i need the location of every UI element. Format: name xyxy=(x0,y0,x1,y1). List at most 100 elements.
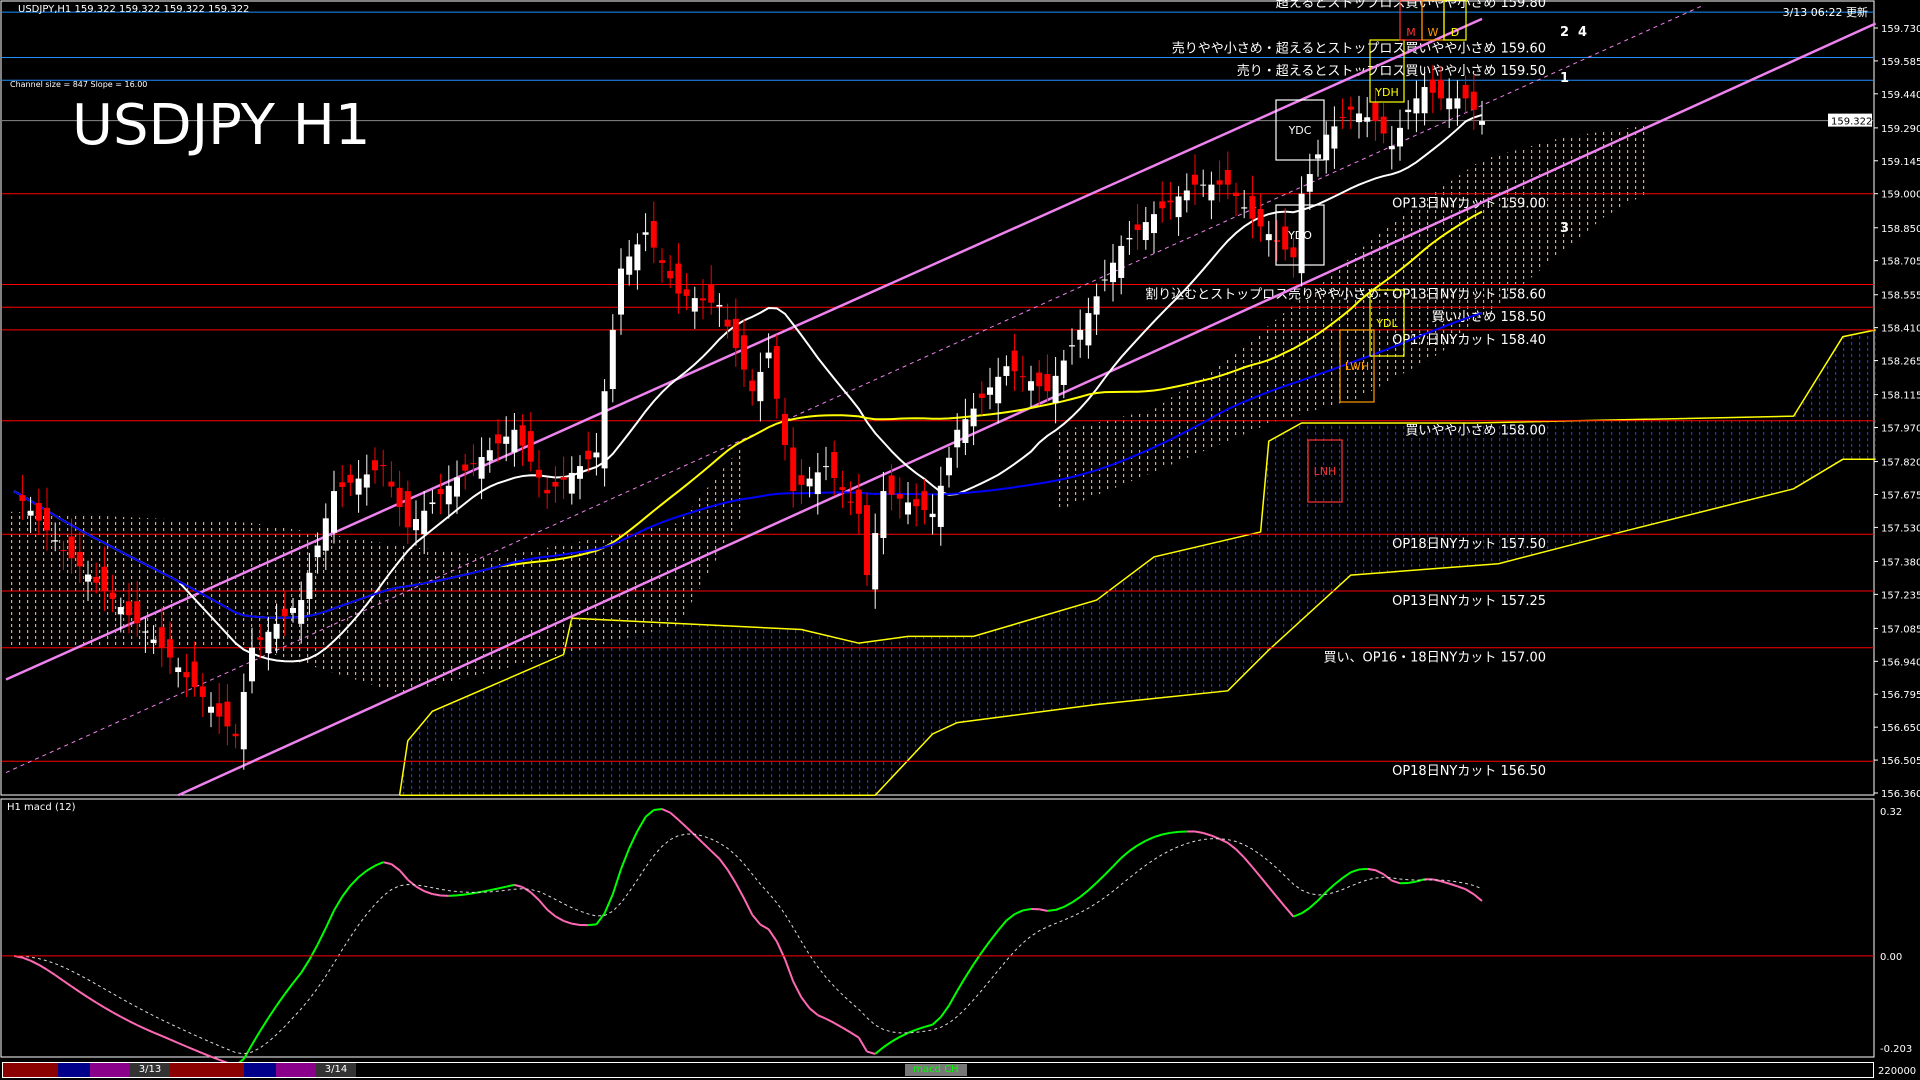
macd-line-segment xyxy=(530,891,540,901)
candle-body xyxy=(495,434,501,444)
level-label: 買い小さめ 158.50 xyxy=(1431,310,1546,325)
candle-body xyxy=(134,601,141,624)
macd-label: H1 macd (12) xyxy=(7,802,76,813)
candle-body xyxy=(782,413,788,445)
candle-body xyxy=(1216,180,1223,185)
candle-body xyxy=(1233,192,1239,196)
y-tick-label: 157.820 xyxy=(1881,458,1920,469)
candle-body xyxy=(413,519,419,531)
projection-label: 4 xyxy=(1578,25,1587,40)
macd-line-segment xyxy=(382,861,392,866)
candle-body xyxy=(388,481,395,487)
macd-line-segment xyxy=(316,927,327,946)
macd-line-segment xyxy=(603,893,614,914)
ma-long-line xyxy=(13,312,1483,619)
macd-line-segment xyxy=(866,1050,876,1055)
macd-line-segment xyxy=(1333,877,1344,886)
candle-body xyxy=(306,572,313,599)
candle-body xyxy=(1429,79,1436,93)
macd-line-segment xyxy=(620,847,631,870)
macd-line-segment xyxy=(759,923,770,931)
candle-body xyxy=(1167,200,1174,203)
macd-line-segment xyxy=(46,968,56,976)
macd-line-segment xyxy=(1039,908,1048,912)
session-segment xyxy=(170,1063,244,1077)
candle-body xyxy=(454,477,460,497)
macd-line-segment xyxy=(194,1049,204,1055)
candle-body xyxy=(1175,196,1182,218)
candle-body xyxy=(1397,127,1403,147)
macd-line-segment xyxy=(186,1045,195,1051)
candle-body xyxy=(609,329,616,390)
macd-line-segment xyxy=(1005,913,1016,922)
candle-body xyxy=(1101,279,1108,281)
y-tick-label: 159.730 xyxy=(1881,24,1920,35)
macd-line-segment xyxy=(456,893,466,897)
macd-line-segment xyxy=(522,886,532,894)
macd-line-segment xyxy=(850,1031,860,1039)
candle-body xyxy=(1339,116,1346,119)
marker-box-ydc xyxy=(1275,99,1325,161)
candle-body xyxy=(1003,366,1010,376)
candle-body xyxy=(240,691,247,750)
candle-body xyxy=(650,221,657,248)
level-label: OP18日NYカット 156.50 xyxy=(1392,764,1546,779)
candle-body xyxy=(1036,372,1043,387)
candle-body xyxy=(1224,170,1231,185)
y-tick-label: 156.795 xyxy=(1881,690,1920,701)
macd-line-segment xyxy=(734,882,745,899)
candle-body xyxy=(921,491,928,510)
candle-body xyxy=(593,452,600,458)
candle-body xyxy=(1110,262,1116,283)
candle-body xyxy=(1183,190,1190,201)
level-label: OP13日NYカット 159.00 xyxy=(1392,197,1546,212)
macd-line-segment xyxy=(874,1046,885,1055)
symbol-header: USDJPY,H1 159.322 159.322 159.322 159.32… xyxy=(18,4,250,15)
candle-body xyxy=(1438,79,1444,99)
macd-line-segment xyxy=(1153,833,1163,839)
macd-line-segment xyxy=(825,1017,835,1024)
macd-line-segment xyxy=(120,1015,130,1022)
candle-body xyxy=(880,491,887,538)
marker-label-ydc: YDC xyxy=(1288,124,1312,137)
y-tick-label: 156.650 xyxy=(1881,723,1920,734)
candle-body xyxy=(716,304,723,307)
candle-body xyxy=(126,601,132,616)
macd-line-segment xyxy=(308,944,319,961)
macd-signal-line xyxy=(14,833,1483,1055)
macd-line-segment xyxy=(972,951,983,965)
candle-body xyxy=(1134,224,1141,231)
macd-line-segment xyxy=(997,919,1008,932)
y-tick-label: 158.705 xyxy=(1881,257,1920,268)
macd-ch-button[interactable]: macd CH xyxy=(905,1064,967,1076)
macd-line-segment xyxy=(103,1006,114,1014)
macd-line-segment xyxy=(628,830,639,849)
macd-line-segment xyxy=(390,863,401,872)
macd-line-segment xyxy=(694,834,704,844)
marker-box-ydl xyxy=(1369,289,1405,357)
macd-line-segment xyxy=(1161,831,1171,836)
macd-line-segment xyxy=(210,1055,220,1061)
candle-body xyxy=(429,502,436,505)
macd-line-segment xyxy=(743,897,754,916)
candle-body xyxy=(1052,375,1059,403)
macd-line-segment xyxy=(489,887,499,892)
macd-line-segment xyxy=(1079,889,1090,898)
candle-body xyxy=(60,550,67,552)
macd-line-segment xyxy=(432,893,441,897)
macd-line-segment xyxy=(833,1022,843,1029)
candle-body xyxy=(970,408,977,427)
candle-body xyxy=(1470,91,1477,110)
candle-body xyxy=(1356,113,1362,123)
candle-body xyxy=(199,686,206,697)
macd-line-segment xyxy=(1120,850,1131,859)
macd-line-segment xyxy=(636,816,647,832)
macd-line-segment xyxy=(1063,901,1073,908)
macd-line-segment xyxy=(1358,867,1368,871)
candle-body xyxy=(363,474,370,488)
marker-label-w: W xyxy=(1428,26,1439,39)
channel-info: Channel size = 847 Slope = 16.00 xyxy=(10,80,148,89)
candle-body xyxy=(560,477,567,480)
candle-body xyxy=(634,244,641,271)
